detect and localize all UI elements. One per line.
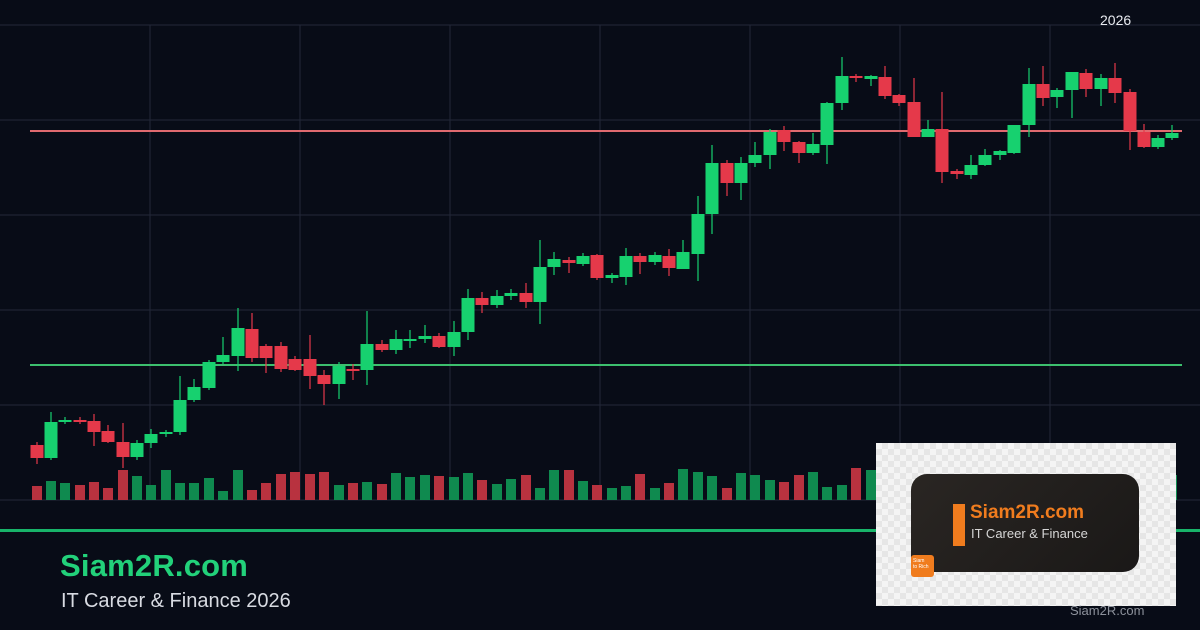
logo-badge-line2: to Rich: [913, 564, 929, 570]
brand-subtitle: IT Career & Finance 2026: [61, 590, 291, 612]
year-label: 2026: [1100, 12, 1132, 28]
logo-badge-line1: Siam: [913, 558, 925, 564]
logo-subtitle: IT Career & Finance: [971, 526, 1088, 541]
logo-accent-bar: [953, 504, 965, 546]
logo-panel: Siam2R.com IT Career & Finance: [911, 474, 1139, 572]
logo-card: Siam2R.com IT Career & Finance Siam to R…: [876, 443, 1176, 606]
divider-line: [0, 529, 1200, 532]
brand-title: Siam2R.com: [60, 548, 249, 583]
candles: [30, 57, 1179, 468]
watermark: Siam2R.com: [1070, 603, 1145, 618]
logo-badge: Siam to Rich: [911, 555, 934, 577]
logo-title: Siam2R.com: [970, 502, 1085, 523]
